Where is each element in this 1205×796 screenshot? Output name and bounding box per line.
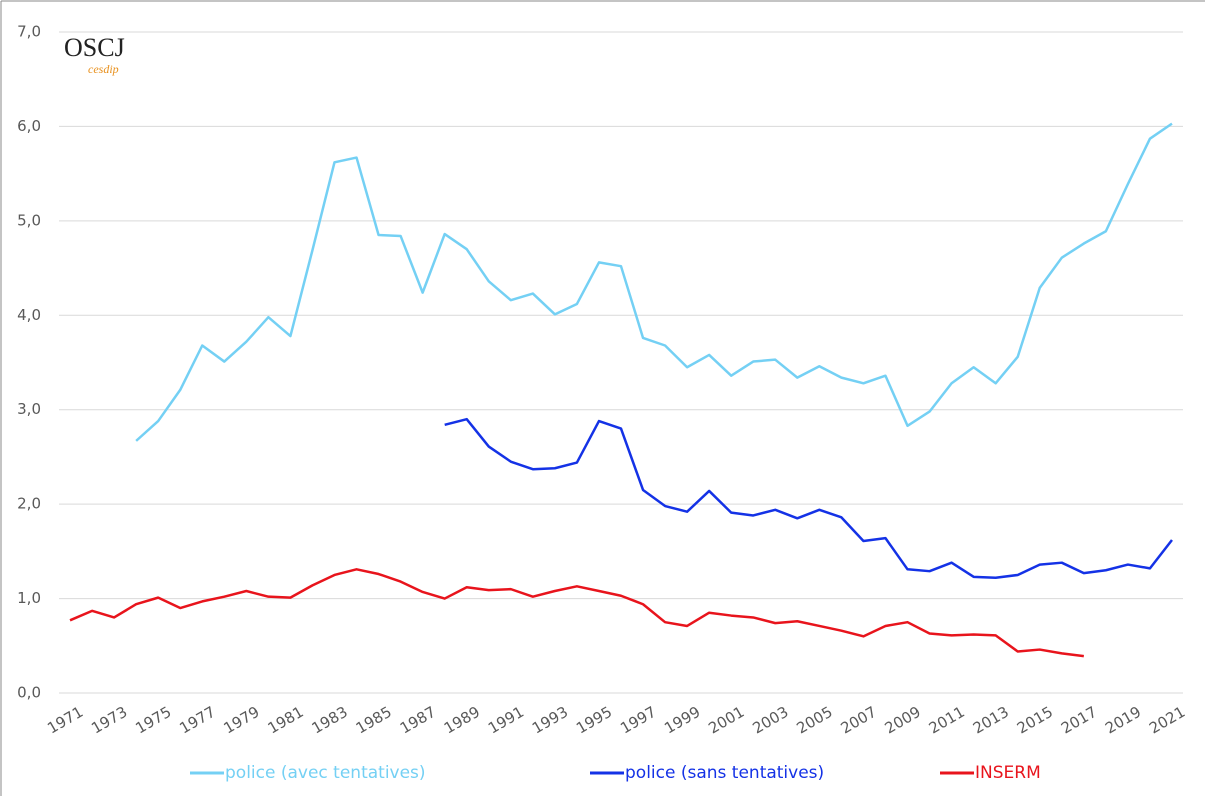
- y-tick-label: 7,0: [17, 23, 41, 41]
- y-tick-label: 6,0: [17, 117, 41, 135]
- y-tick-label: 2,0: [17, 495, 41, 513]
- series-line: [444, 417, 1173, 580]
- legend-label: INSERM: [975, 763, 1041, 783]
- y-tick-label: 5,0: [17, 211, 41, 229]
- x-tick-label: 2021: [1146, 703, 1188, 738]
- x-tick-label: 1975: [132, 703, 174, 738]
- x-tick-label: 1993: [529, 703, 571, 738]
- x-tick-label: 2015: [1014, 703, 1056, 738]
- logo-sub: cesdip: [88, 62, 119, 76]
- x-tick-label: 1983: [309, 703, 351, 738]
- x-tick-label: 1995: [573, 703, 615, 738]
- x-tick-label: 2001: [705, 703, 747, 738]
- x-tick-label: 2011: [926, 703, 968, 738]
- legend-label: police (avec tentatives): [225, 763, 426, 783]
- x-tick-label: 1971: [44, 703, 86, 738]
- x-tick-label: 1985: [353, 703, 395, 738]
- legend-label: police (sans tentatives): [625, 763, 824, 783]
- x-tick-label: 1991: [485, 703, 527, 738]
- x-tick-label: 1997: [617, 703, 659, 738]
- x-tick-label: 1999: [661, 703, 703, 738]
- y-tick-label: 3,0: [17, 400, 41, 418]
- x-tick-label: 1981: [265, 703, 307, 738]
- y-tick-label: 0,0: [17, 684, 41, 702]
- x-tick-label: 1977: [176, 703, 218, 738]
- x-tick-label: 2019: [1102, 703, 1144, 738]
- series-line: [69, 568, 1084, 658]
- x-tick-label: 2013: [970, 703, 1012, 738]
- x-tick-label: 1987: [397, 703, 439, 738]
- y-tick-label: 1,0: [17, 589, 41, 607]
- x-tick-label: 1973: [88, 703, 130, 738]
- x-tick-label: 2003: [749, 703, 791, 738]
- x-tick-label: 2007: [838, 703, 880, 738]
- y-tick-label: 4,0: [17, 306, 41, 324]
- x-tick-label: 2005: [794, 703, 836, 738]
- series-line: [135, 122, 1173, 442]
- x-tick-label: 2009: [882, 703, 924, 738]
- logo-main: OSCJ: [64, 33, 125, 62]
- x-tick-label: 2017: [1058, 703, 1100, 738]
- x-tick-label: 1989: [441, 703, 483, 738]
- x-tick-label: 1979: [221, 703, 263, 738]
